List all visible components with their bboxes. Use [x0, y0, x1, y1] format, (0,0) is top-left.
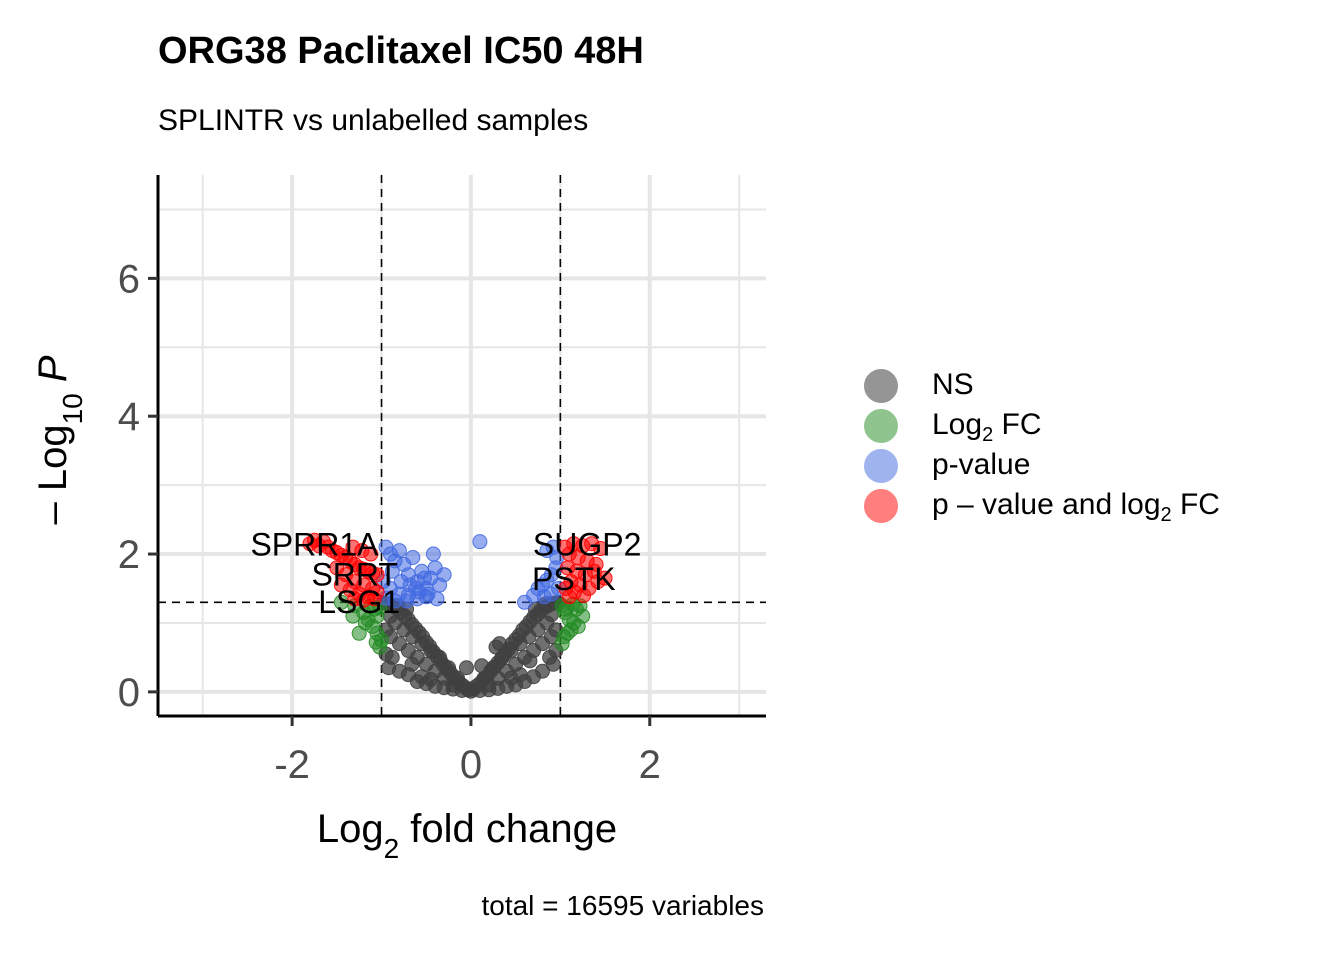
- point-log2fc: [554, 636, 570, 652]
- legend-label: p – value and log2 FC: [932, 488, 1220, 526]
- point-ns: [432, 649, 448, 665]
- point-ns: [458, 660, 474, 676]
- point-ns: [522, 653, 538, 669]
- chart-title: ORG38 Paclitaxel IC50 48H: [158, 30, 644, 72]
- point-label: LSG1: [318, 584, 400, 620]
- y-tick-label: 0: [118, 671, 140, 715]
- legend-label: p-value: [932, 448, 1031, 481]
- point-both: [369, 567, 385, 583]
- point-ns: [474, 658, 490, 674]
- point-both: [593, 541, 609, 557]
- legend-key-ns: [864, 369, 898, 403]
- point-ns: [472, 683, 488, 699]
- tick-labels: -2 0 2 0 2 4 6: [118, 257, 661, 787]
- legend-key-pvalue: [864, 449, 898, 483]
- point-both: [345, 539, 361, 555]
- point-ns: [404, 656, 420, 672]
- point-pvalue: [405, 549, 421, 565]
- point-label: SUGP2: [533, 527, 641, 563]
- point-pvalue: [399, 593, 415, 609]
- legend-key-log2fc: [864, 409, 898, 443]
- point-pvalue: [408, 581, 424, 597]
- point-ns: [441, 660, 457, 676]
- point-both: [356, 592, 372, 608]
- point-pvalue: [429, 591, 445, 607]
- y-tick-label: 2: [118, 533, 140, 577]
- point-log2fc: [345, 608, 361, 624]
- x-tick-label: -2: [274, 743, 310, 787]
- cutoff-lines: [158, 175, 766, 716]
- point-label: PSTK: [532, 561, 616, 597]
- point-both: [586, 563, 602, 579]
- y-axis-label: – Log10 P: [31, 355, 88, 524]
- chart-subtitle: SPLINTR vs unlabelled samples: [158, 104, 589, 137]
- x-axis-label: Log2 fold change: [317, 807, 617, 864]
- point-both: [561, 589, 577, 605]
- point-pvalue: [436, 567, 452, 583]
- chart-caption: total = 16595 variables: [481, 890, 764, 921]
- point-pvalue: [391, 543, 407, 559]
- point-pvalue: [416, 570, 432, 586]
- y-tick-label: 6: [118, 257, 140, 301]
- point-log2fc: [357, 615, 373, 631]
- point-ns: [542, 649, 558, 665]
- point-ns: [503, 670, 519, 686]
- point-ns: [492, 636, 508, 652]
- x-tick-label: 0: [460, 743, 482, 787]
- data-points: [302, 532, 613, 699]
- point-pvalue: [384, 563, 400, 579]
- x-tick-label: 2: [639, 743, 661, 787]
- point-label: SRRT: [311, 556, 398, 592]
- point-both: [306, 532, 322, 548]
- legend-key-both: [864, 489, 898, 523]
- point-ns: [454, 683, 470, 699]
- grid-lines: [158, 175, 766, 716]
- axes: [156, 175, 766, 718]
- point-log2fc: [368, 634, 384, 650]
- legend-label: Log2 FC: [932, 408, 1042, 446]
- point-pvalue: [425, 546, 441, 562]
- point-ns: [384, 649, 400, 665]
- legend-label: NS: [932, 368, 974, 401]
- point-ns: [423, 671, 439, 687]
- point-label: SPRR1A: [250, 527, 379, 563]
- y-tick-label: 4: [118, 395, 140, 439]
- point-pvalue: [472, 534, 488, 550]
